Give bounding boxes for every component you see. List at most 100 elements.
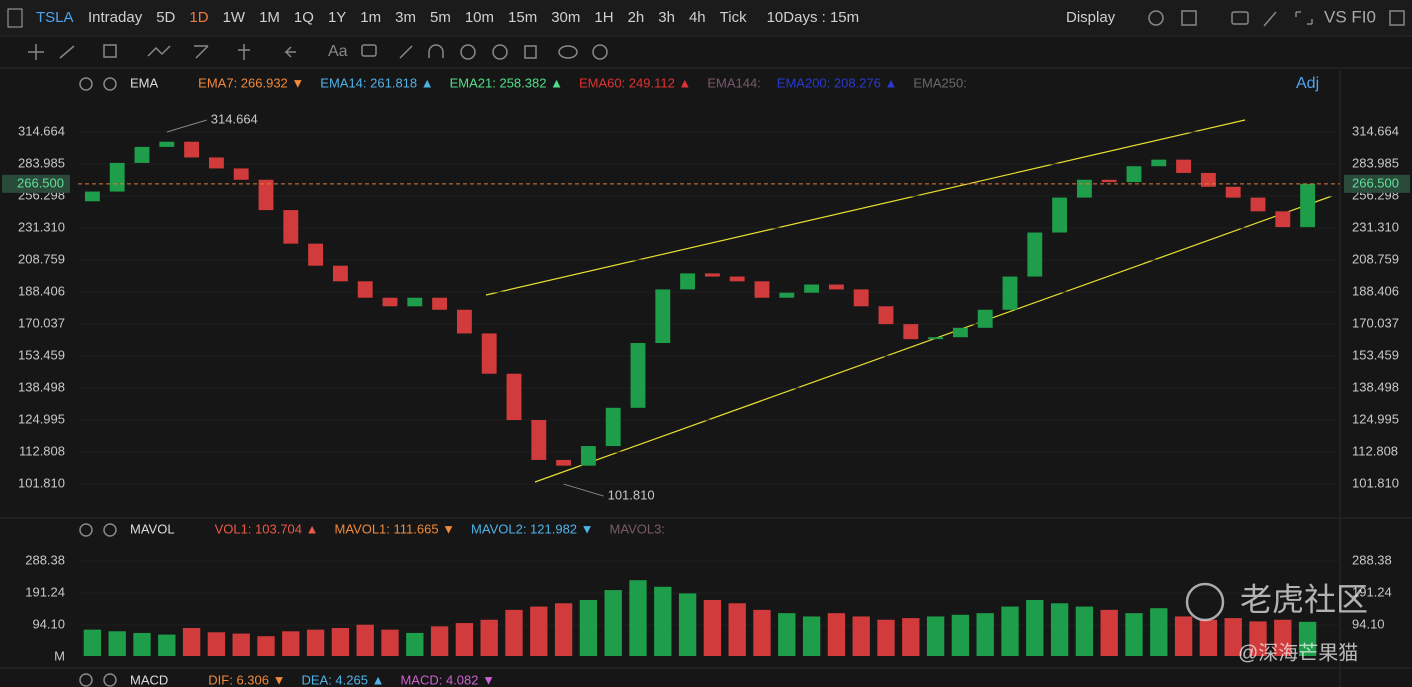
period-tab[interactable]: 1m <box>360 9 381 26</box>
candle <box>828 284 844 290</box>
period-tab[interactable]: 5D <box>156 9 175 26</box>
window-icon[interactable] <box>1389 10 1405 26</box>
pen-icon[interactable] <box>1263 11 1277 27</box>
y-tick-label: 231.310 <box>18 219 65 234</box>
candle <box>729 276 745 282</box>
candle <box>258 179 274 211</box>
period-tab[interactable]: 2h <box>628 9 645 26</box>
settings-tool[interactable] <box>592 44 608 60</box>
volume-bar <box>158 634 176 656</box>
drawing-toolbar-bg <box>0 36 1412 68</box>
period-tab[interactable]: 3m <box>395 9 416 26</box>
rect-tool[interactable] <box>103 44 117 58</box>
legend-close[interactable] <box>103 523 117 537</box>
period-tab[interactable]: 30m <box>551 9 580 26</box>
period-tab[interactable]: 1Y <box>328 9 346 26</box>
indicator-value: MACD: 4.082 ▼ <box>400 672 495 687</box>
current-price: 266.500 <box>1352 175 1399 190</box>
compare-button[interactable]: VS FI0 <box>1324 7 1376 26</box>
watermark-logo <box>1185 582 1225 622</box>
period-tab[interactable]: 1Q <box>294 9 314 26</box>
indicator-name[interactable]: MACD <box>130 672 168 687</box>
period-tab[interactable]: 4h <box>689 9 706 26</box>
candle <box>605 407 621 447</box>
period-tab[interactable]: 1W <box>223 9 246 26</box>
annotation-leader <box>563 483 604 497</box>
comment-tool[interactable] <box>361 44 377 57</box>
volume-bar <box>802 616 821 656</box>
camera-icon[interactable] <box>1231 11 1249 25</box>
hide-tool[interactable] <box>492 44 508 60</box>
period-tab[interactable]: 5m <box>430 9 451 26</box>
y-tick-label: 283.985 <box>1352 155 1399 170</box>
legend-settings[interactable] <box>79 523 93 537</box>
crosshair-tool[interactable] <box>28 44 44 60</box>
candle <box>779 292 795 298</box>
eye-tool[interactable] <box>460 44 476 60</box>
legend-close[interactable] <box>103 77 117 91</box>
period-tab[interactable]: Intraday <box>88 9 143 26</box>
marks: TSLA Intraday 5D 1D 1W 1M 1Q 1Y 1m 3m 5m 10m 15m 30m 1… <box>2 7 1410 687</box>
magnet-tool[interactable] <box>428 44 444 58</box>
annotation: 101.810 <box>608 488 655 503</box>
candle <box>1300 183 1316 228</box>
period-tab[interactable]: 15m <box>508 9 537 26</box>
y-tick-label: 208.759 <box>1352 251 1399 266</box>
text-tool[interactable]: Aa <box>328 43 348 60</box>
y-tick-label: 191.24 <box>25 584 65 599</box>
line-tool[interactable] <box>59 45 75 59</box>
layout-icon[interactable] <box>1181 10 1197 26</box>
period-tab[interactable]: Tick <box>720 9 747 26</box>
range-select[interactable]: 10Days : 15m <box>767 9 860 26</box>
volume-bar <box>604 590 622 656</box>
volume-bar <box>108 631 126 656</box>
candle <box>580 446 596 466</box>
volume-bar <box>306 629 325 656</box>
indicator-value: MAVOL1: 111.665 ▼ <box>335 521 456 536</box>
display-menu[interactable]: Display <box>1066 9 1116 26</box>
candle <box>754 281 770 298</box>
trend-line <box>485 119 1246 296</box>
fib-tool[interactable] <box>194 45 209 59</box>
period-tab[interactable]: 3h <box>658 9 675 26</box>
undo-arrow[interactable] <box>284 46 296 58</box>
y-tick-label: 94.10 <box>1352 616 1385 631</box>
path-tool[interactable] <box>147 45 171 57</box>
sidebar-icon[interactable] <box>7 8 23 28</box>
candle <box>134 146 150 163</box>
indicator-value: VOL1: 103.704 ▲ <box>215 521 319 536</box>
period-tab[interactable]: 1H <box>594 9 613 26</box>
candle <box>506 373 522 421</box>
volume-bar <box>83 629 102 656</box>
y-tick-label: 112.808 <box>1352 444 1398 459</box>
volume-bar <box>381 629 399 656</box>
settings-icon[interactable] <box>1148 10 1164 26</box>
delete-tool[interactable] <box>524 45 537 59</box>
legend-close[interactable] <box>103 673 117 687</box>
volume-bar <box>703 599 722 656</box>
period-tab[interactable]: 1M <box>259 9 280 26</box>
candle <box>531 420 547 460</box>
y-tick-label: 153.459 <box>1352 347 1399 362</box>
indicator-name[interactable]: EMA <box>130 75 159 90</box>
volume-bar <box>877 619 895 656</box>
volume-bar <box>827 613 846 656</box>
y-tick-label: 124.995 <box>18 411 65 426</box>
brush-tool[interactable] <box>399 45 413 59</box>
legend-settings[interactable] <box>79 77 93 91</box>
adj-button[interactable]: Adj <box>1296 75 1319 92</box>
period-tab[interactable]: 10m <box>465 9 494 26</box>
legend-settings[interactable] <box>79 673 93 687</box>
y-tick-label: 138.498 <box>18 379 65 394</box>
fullscreen-icon[interactable] <box>1295 11 1313 25</box>
symbol[interactable]: TSLA <box>36 9 74 26</box>
y-tick-label: 314.664 <box>1352 123 1399 138</box>
candle <box>1002 276 1018 310</box>
annotation-leader <box>166 119 207 133</box>
measure-tool[interactable] <box>238 44 250 60</box>
indicator-name[interactable]: MAVOL <box>130 521 175 536</box>
link-tool[interactable] <box>558 45 578 59</box>
period-tab[interactable]: 1D <box>189 9 208 26</box>
candle <box>382 297 398 307</box>
candle <box>1176 159 1192 173</box>
